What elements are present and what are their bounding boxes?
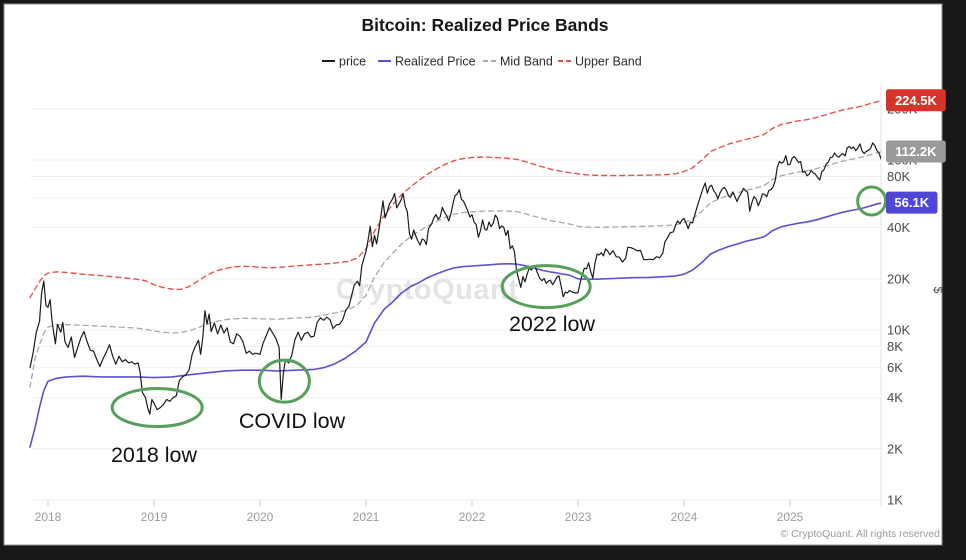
badge-realized-price: 56.1K xyxy=(886,191,938,214)
legend-item-price[interactable]: price xyxy=(322,55,366,69)
badge-upper-band: 224.5K xyxy=(886,89,946,112)
x-label-2019: 2019 xyxy=(141,510,168,524)
legend-label: Upper Band xyxy=(575,55,642,69)
x-label-2021: 2021 xyxy=(353,510,380,524)
mid-band-line xyxy=(29,151,881,388)
value-badges: 224.5K 112.2K 56.1K xyxy=(886,89,946,214)
chart-card-background xyxy=(3,3,943,546)
badge-mid-band: 112.2K xyxy=(886,140,946,163)
chart-title: Bitcoin: Realized Price Bands xyxy=(361,15,608,35)
annotation-ellipses xyxy=(110,185,888,429)
x-axis-ticks xyxy=(47,500,791,506)
x-axis-labels: 2018 2019 2020 2021 2022 2023 2024 2025 xyxy=(35,510,804,524)
annotation-2018-low: 2018 low xyxy=(111,443,198,467)
y-label-80K: 80K xyxy=(887,169,910,184)
x-label-2024: 2024 xyxy=(671,510,698,524)
covid-low-circle xyxy=(257,358,311,404)
gridlines xyxy=(30,108,881,501)
y-label-4K: 4K xyxy=(887,390,903,405)
legend-label: Realized Price xyxy=(395,55,476,69)
y-label-6K: 6K xyxy=(887,360,903,375)
y-label-20K: 20K xyxy=(887,271,910,286)
badge-rect xyxy=(886,89,946,112)
legend-label: price xyxy=(339,55,366,69)
legend: price Realized Price Mid Band Upper Band xyxy=(322,55,642,69)
y-label-2K: 2K xyxy=(887,441,903,456)
cryptoquant-watermark: CryptoQuant xyxy=(336,274,519,306)
upper-band-line xyxy=(29,100,881,299)
legend-item-realized-price[interactable]: Realized Price xyxy=(378,55,476,69)
current-rp-circle xyxy=(856,185,888,217)
realized-price-line xyxy=(29,202,881,448)
2018-low-circle xyxy=(110,387,204,429)
badge-value: 112.2K xyxy=(895,144,937,159)
legend-item-mid-band[interactable]: Mid Band xyxy=(483,55,553,69)
x-label-2023: 2023 xyxy=(565,510,592,524)
annotation-2022-low: 2022 low xyxy=(509,312,596,336)
copyright-notice: © CryptoQuant. All rights reserved xyxy=(781,528,941,540)
series-lines xyxy=(29,100,881,448)
2022-low-circle xyxy=(500,264,592,310)
annotation-labels: 2018 low COVID low 2022 low xyxy=(111,312,596,467)
x-label-2022: 2022 xyxy=(459,510,486,524)
y-label-40K: 40K xyxy=(887,220,910,235)
y-label-10K: 10K xyxy=(887,323,910,338)
y-label-1K: 1K xyxy=(887,493,903,508)
badge-value: 56.1K xyxy=(894,195,929,210)
x-label-2018: 2018 xyxy=(35,510,62,524)
x-label-2020: 2020 xyxy=(247,510,274,524)
badge-value: 224.5K xyxy=(895,93,938,108)
annotation-covid-low: COVID low xyxy=(239,409,346,433)
legend-item-upper-band[interactable]: Upper Band xyxy=(558,55,642,69)
badge-rect xyxy=(886,140,946,163)
badge-rect xyxy=(886,191,938,214)
y-label-8K: 8K xyxy=(887,339,903,354)
y-axis-unit-label: $ xyxy=(931,287,945,294)
x-label-2025: 2025 xyxy=(777,510,804,524)
price-line xyxy=(29,142,881,415)
legend-label: Mid Band xyxy=(500,55,553,69)
